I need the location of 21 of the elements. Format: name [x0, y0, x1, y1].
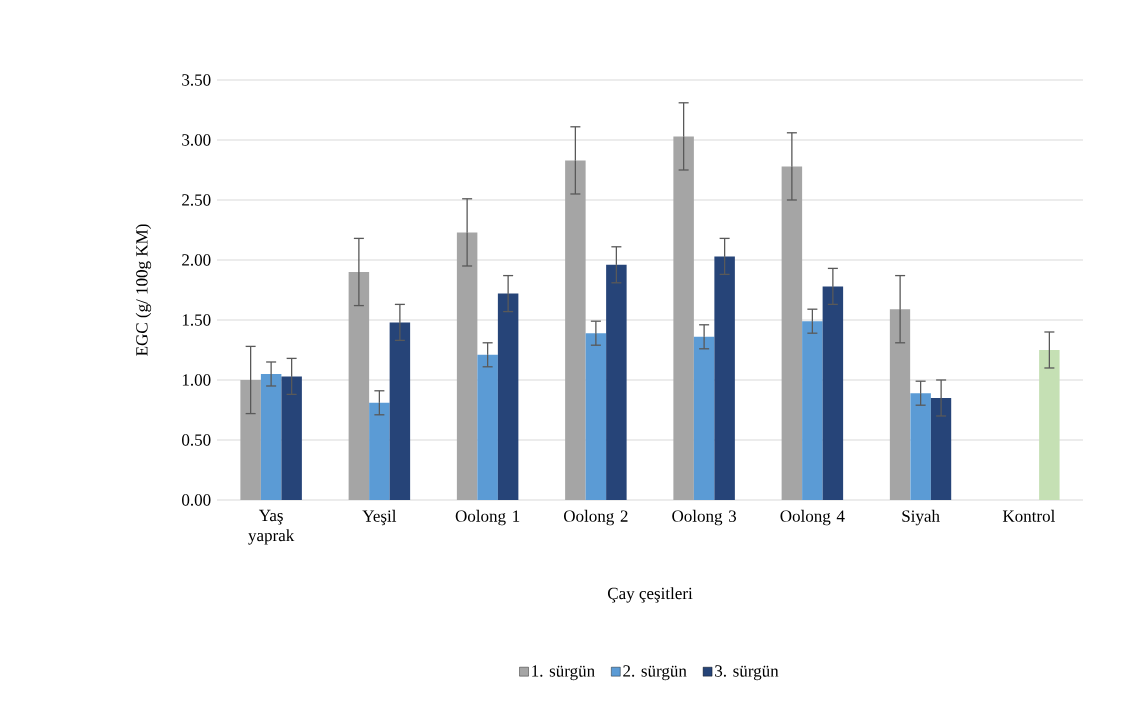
x-tick-label: Yaş yaprak — [248, 509, 295, 545]
y-tick-label: 1.00 — [182, 374, 211, 386]
x-tick-label: Oolong 3 — [672, 509, 737, 526]
y-tick-label: 2.50 — [182, 194, 211, 206]
x-axis-title: Çay çeşitleri — [607, 587, 693, 603]
y-axis-title: EGC (g/ 100g KM) — [135, 224, 152, 356]
legend-label: 3. sürgün — [715, 665, 779, 681]
y-tick-label: 1.50 — [182, 314, 211, 326]
x-tick-label: Oolong 1 — [455, 509, 520, 526]
x-tick-label: Yeşil — [362, 509, 397, 526]
legend-label: 1. sürgün — [532, 665, 595, 681]
y-tick-label: 3.00 — [182, 134, 211, 146]
x-tick-label: Oolong 2 — [563, 509, 628, 526]
x-tick-label: Oolong 4 — [780, 509, 845, 526]
y-tick-label: 0.00 — [182, 494, 211, 506]
y-tick-label: 0.50 — [182, 434, 211, 446]
y-tick-label: 2.00 — [182, 254, 211, 266]
x-tick-label: Siyah — [902, 509, 940, 526]
y-tick-label: 3.50 — [182, 74, 211, 86]
x-tick-label: Kontrol — [1002, 509, 1055, 522]
legend-label: 2. sürgün — [623, 665, 687, 681]
